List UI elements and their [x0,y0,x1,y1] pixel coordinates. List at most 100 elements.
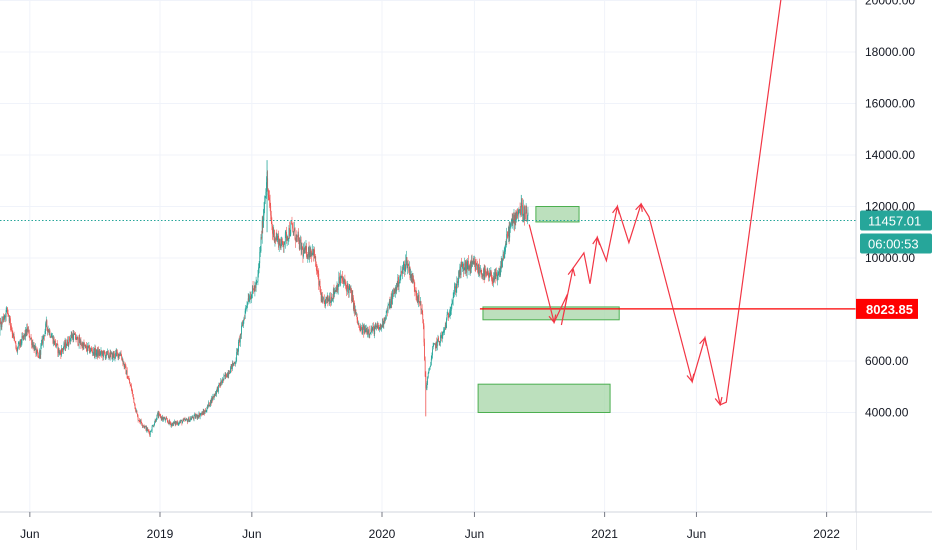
candle-body [127,378,129,380]
candle-body [47,329,49,332]
candle-body [81,343,83,346]
candle-body [309,251,311,256]
candle-body [103,350,105,353]
candle-body [432,346,434,350]
candle-body [118,353,120,356]
candle-body [311,251,312,256]
candle-body [489,273,491,276]
candle-body [314,256,316,259]
candle-body [436,341,438,347]
candle-body [207,405,209,406]
candle-body [244,310,246,319]
candle-body [461,262,463,267]
candle-body [512,219,514,224]
candle-body [106,351,107,356]
candle-body [337,284,338,291]
candle-body [0,322,2,328]
candle-body [163,418,165,420]
candle-body [34,346,36,348]
candle-body [121,359,123,360]
candle-body [145,426,147,431]
candle-body [455,286,456,293]
candle-body [225,373,227,377]
projection-arrowhead [567,266,576,277]
candle-body [380,325,382,330]
candle-body [72,334,73,338]
candle-body [117,352,119,359]
candle-body [169,420,171,423]
candle-body [134,402,135,404]
price-tags: 11457.01 06:00:53 8023.85 [856,210,932,319]
candle-body [182,419,184,422]
candle-body [227,372,229,376]
candle-body [223,375,225,380]
price-axis[interactable] [856,0,932,550]
candle-body [59,352,61,354]
candle-body [93,348,95,356]
candle-body [386,310,388,311]
candle-body [287,236,289,239]
candle-body [112,353,114,357]
price-tick-label: 20000.00 [865,0,915,8]
candle-body [155,419,157,422]
candle-body [500,262,502,267]
candle-body [39,350,40,358]
candle-body [418,294,419,303]
candle-body [234,363,236,365]
level-price-value: 8023.85 [866,302,913,317]
candle-body [468,265,470,270]
candle-body [22,336,23,338]
candle-body [478,264,480,274]
candle-body [235,363,236,365]
candle-body [453,293,455,298]
candle-body [88,345,90,348]
candle-body [382,318,384,327]
candle-body [79,337,81,343]
zone-box[interactable] [477,383,611,413]
candle-body [49,330,51,337]
price-tick-label: 10000.00 [865,251,915,265]
candle-body [50,337,52,338]
candle-body [252,285,254,289]
candle-body [337,285,339,291]
candle-body [329,297,331,303]
candle-body [221,381,222,383]
zone-box[interactable] [535,206,580,223]
candle-body [470,264,472,269]
candle-body [204,410,206,414]
candle-body [474,261,476,266]
candle-body [519,209,520,212]
candle-body [113,353,115,357]
candle-body [239,339,241,343]
candle-body [509,227,511,238]
candle-body [156,414,158,420]
candle-body [131,385,132,391]
candle-body [141,422,143,425]
candle-body [99,351,101,355]
candle-body [256,281,258,283]
candle-body [318,273,320,286]
candle-body [15,342,17,349]
candle-body [286,236,288,241]
time-axis[interactable] [0,512,856,550]
candle-body [258,263,260,268]
candle-body [347,284,349,288]
candle-body [298,234,300,240]
candle-body [439,336,441,343]
candle-body [98,350,99,356]
candle-body [222,378,224,380]
projection-path[interactable] [528,0,789,406]
candle-body [204,412,205,414]
candle-body [446,314,448,319]
candle-body [426,382,428,388]
candle-body [441,335,443,339]
candle-body [417,296,419,303]
candle-body [79,340,81,343]
candle-body [68,336,70,346]
candle-body [9,318,11,322]
zone-box[interactable] [482,306,620,321]
candle-body [162,417,163,420]
candle-body [232,362,234,366]
candle-body [263,209,265,216]
